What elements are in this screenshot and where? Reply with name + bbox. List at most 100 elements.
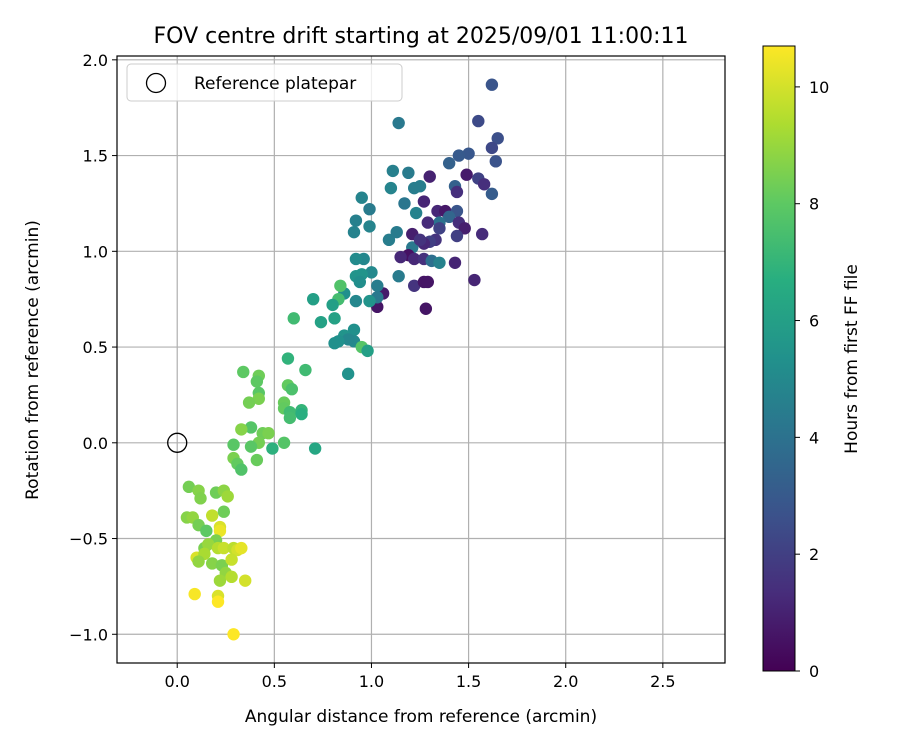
data-point (365, 266, 378, 279)
data-point (361, 344, 374, 358)
chart-title: FOV centre drift starting at 2025/09/01 … (154, 24, 689, 49)
data-point (328, 337, 341, 350)
x-tick-label: 1.5 (456, 672, 481, 691)
data-point (306, 292, 320, 306)
y-tick-label: 1.5 (83, 147, 108, 166)
data-point (326, 298, 339, 312)
data-point (250, 453, 264, 467)
colorbar-tick-label: 0 (809, 662, 819, 681)
data-point (349, 294, 363, 308)
data-point (235, 463, 248, 476)
data-point (363, 294, 376, 308)
colorbar-gradient (762, 45, 796, 672)
data-point (237, 365, 250, 379)
data-point (408, 181, 421, 195)
data-point (409, 206, 423, 220)
data-point (442, 157, 456, 170)
colorbar-label: Hours from first FF file (842, 264, 862, 454)
data-point (334, 279, 347, 292)
y-tick-label: 0.0 (83, 434, 108, 453)
data-point (392, 116, 405, 130)
data-point (472, 114, 485, 128)
data-point (433, 222, 446, 235)
legend: Reference platepar (126, 63, 403, 102)
data-point (390, 225, 403, 239)
data-point (213, 524, 227, 538)
data-point (394, 250, 407, 264)
data-point (489, 155, 502, 168)
data-point (398, 197, 411, 210)
data-point (460, 168, 473, 181)
data-point (235, 423, 248, 436)
data-point (458, 222, 471, 235)
data-point (363, 202, 376, 216)
y-tick-label: 0.5 (83, 338, 108, 357)
data-point (211, 595, 225, 608)
data-point (225, 570, 238, 584)
data-point (442, 210, 456, 224)
data-point (285, 382, 299, 396)
legend-box (126, 63, 403, 102)
data-point (217, 541, 231, 555)
data-point (328, 312, 341, 325)
data-point (468, 273, 481, 287)
plot-frame (116, 55, 726, 664)
colorbar-tick-label: 8 (809, 195, 819, 214)
data-point (205, 557, 219, 570)
data-point (402, 166, 415, 180)
data-point (491, 132, 504, 145)
y-tick-label: 2.0 (83, 51, 108, 70)
data-point (392, 270, 405, 283)
data-point (347, 225, 361, 239)
x-tick-label: 2.5 (650, 672, 675, 691)
data-point (355, 191, 368, 204)
data-point (262, 427, 275, 440)
data-point (485, 187, 499, 201)
legend-label-reference: Reference platepar (194, 74, 356, 94)
data-point (353, 275, 367, 289)
data-point (408, 279, 421, 292)
data-point (225, 553, 238, 566)
data-point (250, 375, 264, 388)
colorbar-ticks: 0 2 4 6 8 10 (795, 78, 829, 681)
y-tick-label: 1.0 (83, 242, 108, 261)
data-point (266, 442, 279, 455)
data-point (384, 181, 398, 195)
data-point (252, 392, 266, 405)
data-point (287, 312, 300, 325)
data-point (433, 256, 446, 270)
y-axis-label: Rotation from reference (arcmin) (23, 220, 43, 500)
data-point (200, 524, 213, 538)
x-tick-label: 0.0 (164, 672, 189, 691)
data-point (188, 587, 201, 601)
data-point (477, 178, 491, 191)
data-point (448, 256, 462, 270)
data-point (417, 195, 431, 208)
y-tick-label: −1.0 (69, 625, 108, 644)
data-point (419, 302, 433, 315)
legend-marker-reference (145, 72, 167, 94)
x-tick-label: 2.0 (553, 672, 578, 691)
data-point (349, 252, 363, 266)
data-point (363, 220, 376, 233)
data-point (281, 352, 295, 365)
data-point (235, 541, 248, 555)
data-point (244, 421, 258, 434)
data-point (341, 367, 355, 381)
colorbar: 0 2 4 6 8 10 Hours from first FF file (762, 45, 862, 681)
reference-platepar-marker (167, 432, 188, 453)
x-axis-ticks: 0.0 0.5 1.0 1.5 2.0 2.5 (164, 663, 676, 691)
data-point (485, 78, 499, 91)
data-point (227, 438, 240, 451)
data-point (371, 279, 384, 292)
data-point (386, 164, 400, 178)
data-point (295, 407, 308, 421)
data-point (450, 185, 464, 199)
data-point (314, 315, 328, 329)
y-tick-label: −0.5 (69, 530, 108, 549)
data-point (450, 229, 464, 243)
colorbar-tick-label: 6 (809, 312, 819, 331)
data-point (421, 216, 434, 229)
data-point (413, 233, 427, 247)
